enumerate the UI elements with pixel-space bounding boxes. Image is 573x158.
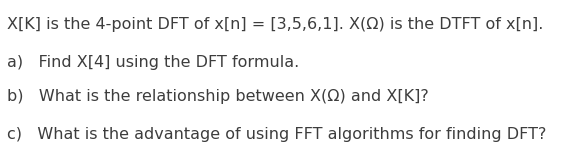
Text: b)   What is the relationship between X(Ω) and X[K]?: b) What is the relationship between X(Ω)… bbox=[7, 89, 429, 104]
Text: X[K] is the 4-point DFT of x[n] = [3,5,6,1]. X(Ω) is the DTFT of x[n].: X[K] is the 4-point DFT of x[n] = [3,5,6… bbox=[7, 17, 543, 32]
Text: a)   Find X[4] using the DFT formula.: a) Find X[4] using the DFT formula. bbox=[7, 55, 299, 70]
Text: c)   What is the advantage of using FFT algorithms for finding DFT?: c) What is the advantage of using FFT al… bbox=[7, 127, 546, 142]
